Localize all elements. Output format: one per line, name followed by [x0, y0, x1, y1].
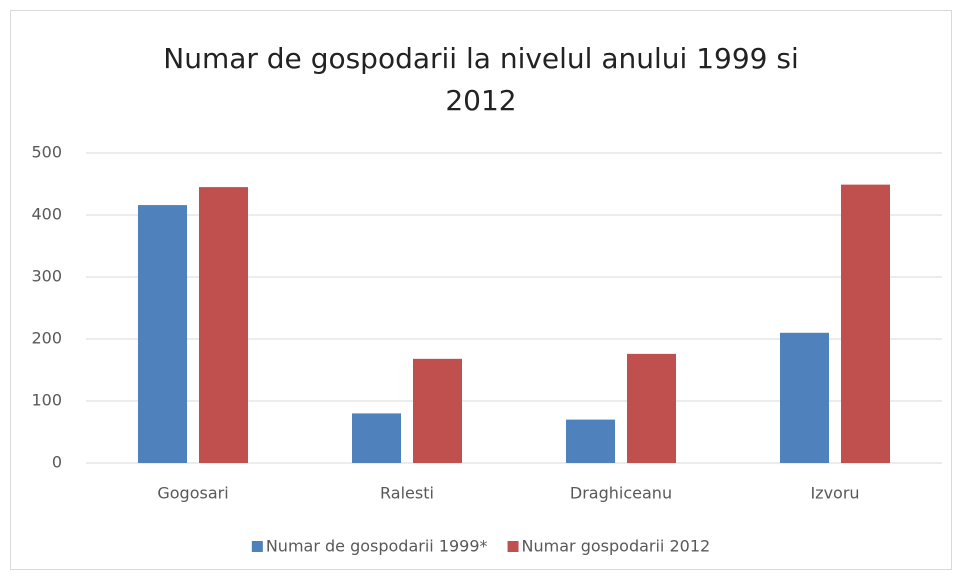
bar [352, 413, 401, 463]
y-tick-label: 200 [31, 329, 62, 348]
bar [199, 187, 248, 463]
y-tick-label: 400 [31, 205, 62, 224]
x-tick-label: Izvoru [810, 484, 859, 503]
bar [138, 205, 187, 463]
legend-label: Numar gospodarii 2012 [522, 537, 711, 556]
bar [780, 332, 829, 463]
y-tick-label: 100 [31, 391, 62, 410]
chart-title: Numar de gospodarii la nivelul anului 19… [163, 42, 799, 117]
legend-swatch [507, 541, 519, 552]
bar [413, 358, 462, 463]
y-tick-label: 0 [52, 453, 62, 472]
y-tick-label: 500 [31, 143, 62, 162]
chart-border [10, 10, 952, 570]
bar [566, 419, 615, 463]
y-tick-label: 300 [31, 267, 62, 286]
legend-swatch [251, 541, 263, 552]
x-tick-label: Draghiceanu [570, 484, 672, 503]
x-tick-label: Gogosari [157, 484, 228, 503]
bar [841, 184, 890, 463]
bar [627, 353, 676, 463]
x-tick-label: Ralesti [380, 484, 434, 503]
legend-label: Numar de gospodarii 1999* [266, 537, 488, 556]
